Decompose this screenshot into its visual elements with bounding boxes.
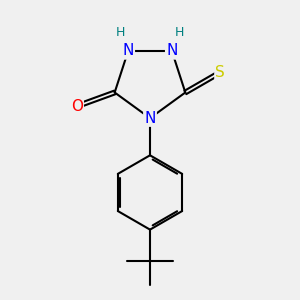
Text: N: N [166, 44, 178, 59]
Text: N: N [122, 44, 134, 59]
Text: N: N [144, 111, 156, 126]
Text: S: S [215, 65, 225, 80]
Text: H: H [116, 26, 125, 39]
Text: H: H [175, 26, 184, 39]
Text: O: O [71, 99, 83, 114]
